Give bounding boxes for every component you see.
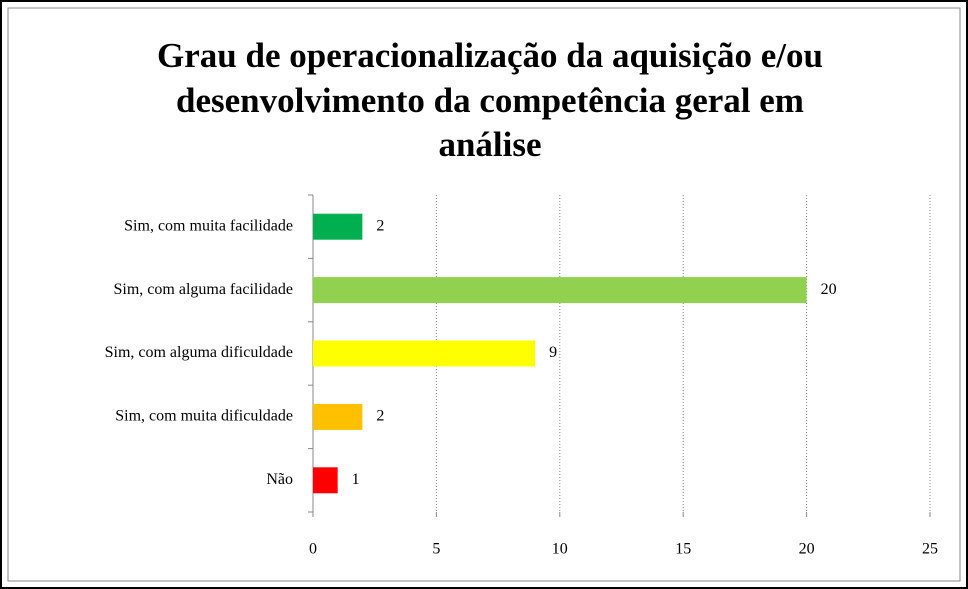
bar: [313, 403, 363, 430]
bar: [313, 467, 338, 494]
data-label: 1: [352, 471, 360, 488]
x-tick-label: 5: [432, 541, 440, 558]
bar: [313, 213, 363, 240]
y-tick-label: Sim, com muita facilidade: [124, 217, 293, 234]
y-tick-label: Não: [266, 471, 293, 488]
data-label: 20: [821, 281, 837, 298]
y-tick-label: Sim, com alguma facilidade: [114, 281, 294, 298]
chart-title: Grau de operacionalização da aquisição e…: [157, 36, 823, 75]
chart-title: análise: [438, 125, 541, 164]
chart-title: desenvolvimento da competência geral em: [176, 81, 804, 120]
data-label: 2: [376, 408, 384, 425]
x-tick-label: 15: [675, 541, 691, 558]
bar: [313, 340, 536, 367]
bar: [313, 277, 807, 304]
data-label: 9: [549, 344, 557, 361]
x-tick-label: 25: [922, 541, 938, 558]
x-tick-label: 20: [799, 541, 815, 558]
data-label: 2: [376, 217, 384, 234]
x-tick-label: 0: [309, 541, 317, 558]
y-tick-label: Sim, com alguma dificuldade: [105, 344, 293, 361]
x-tick-label: 10: [552, 541, 568, 558]
y-tick-label: Sim, com muita dificuldade: [115, 408, 293, 425]
